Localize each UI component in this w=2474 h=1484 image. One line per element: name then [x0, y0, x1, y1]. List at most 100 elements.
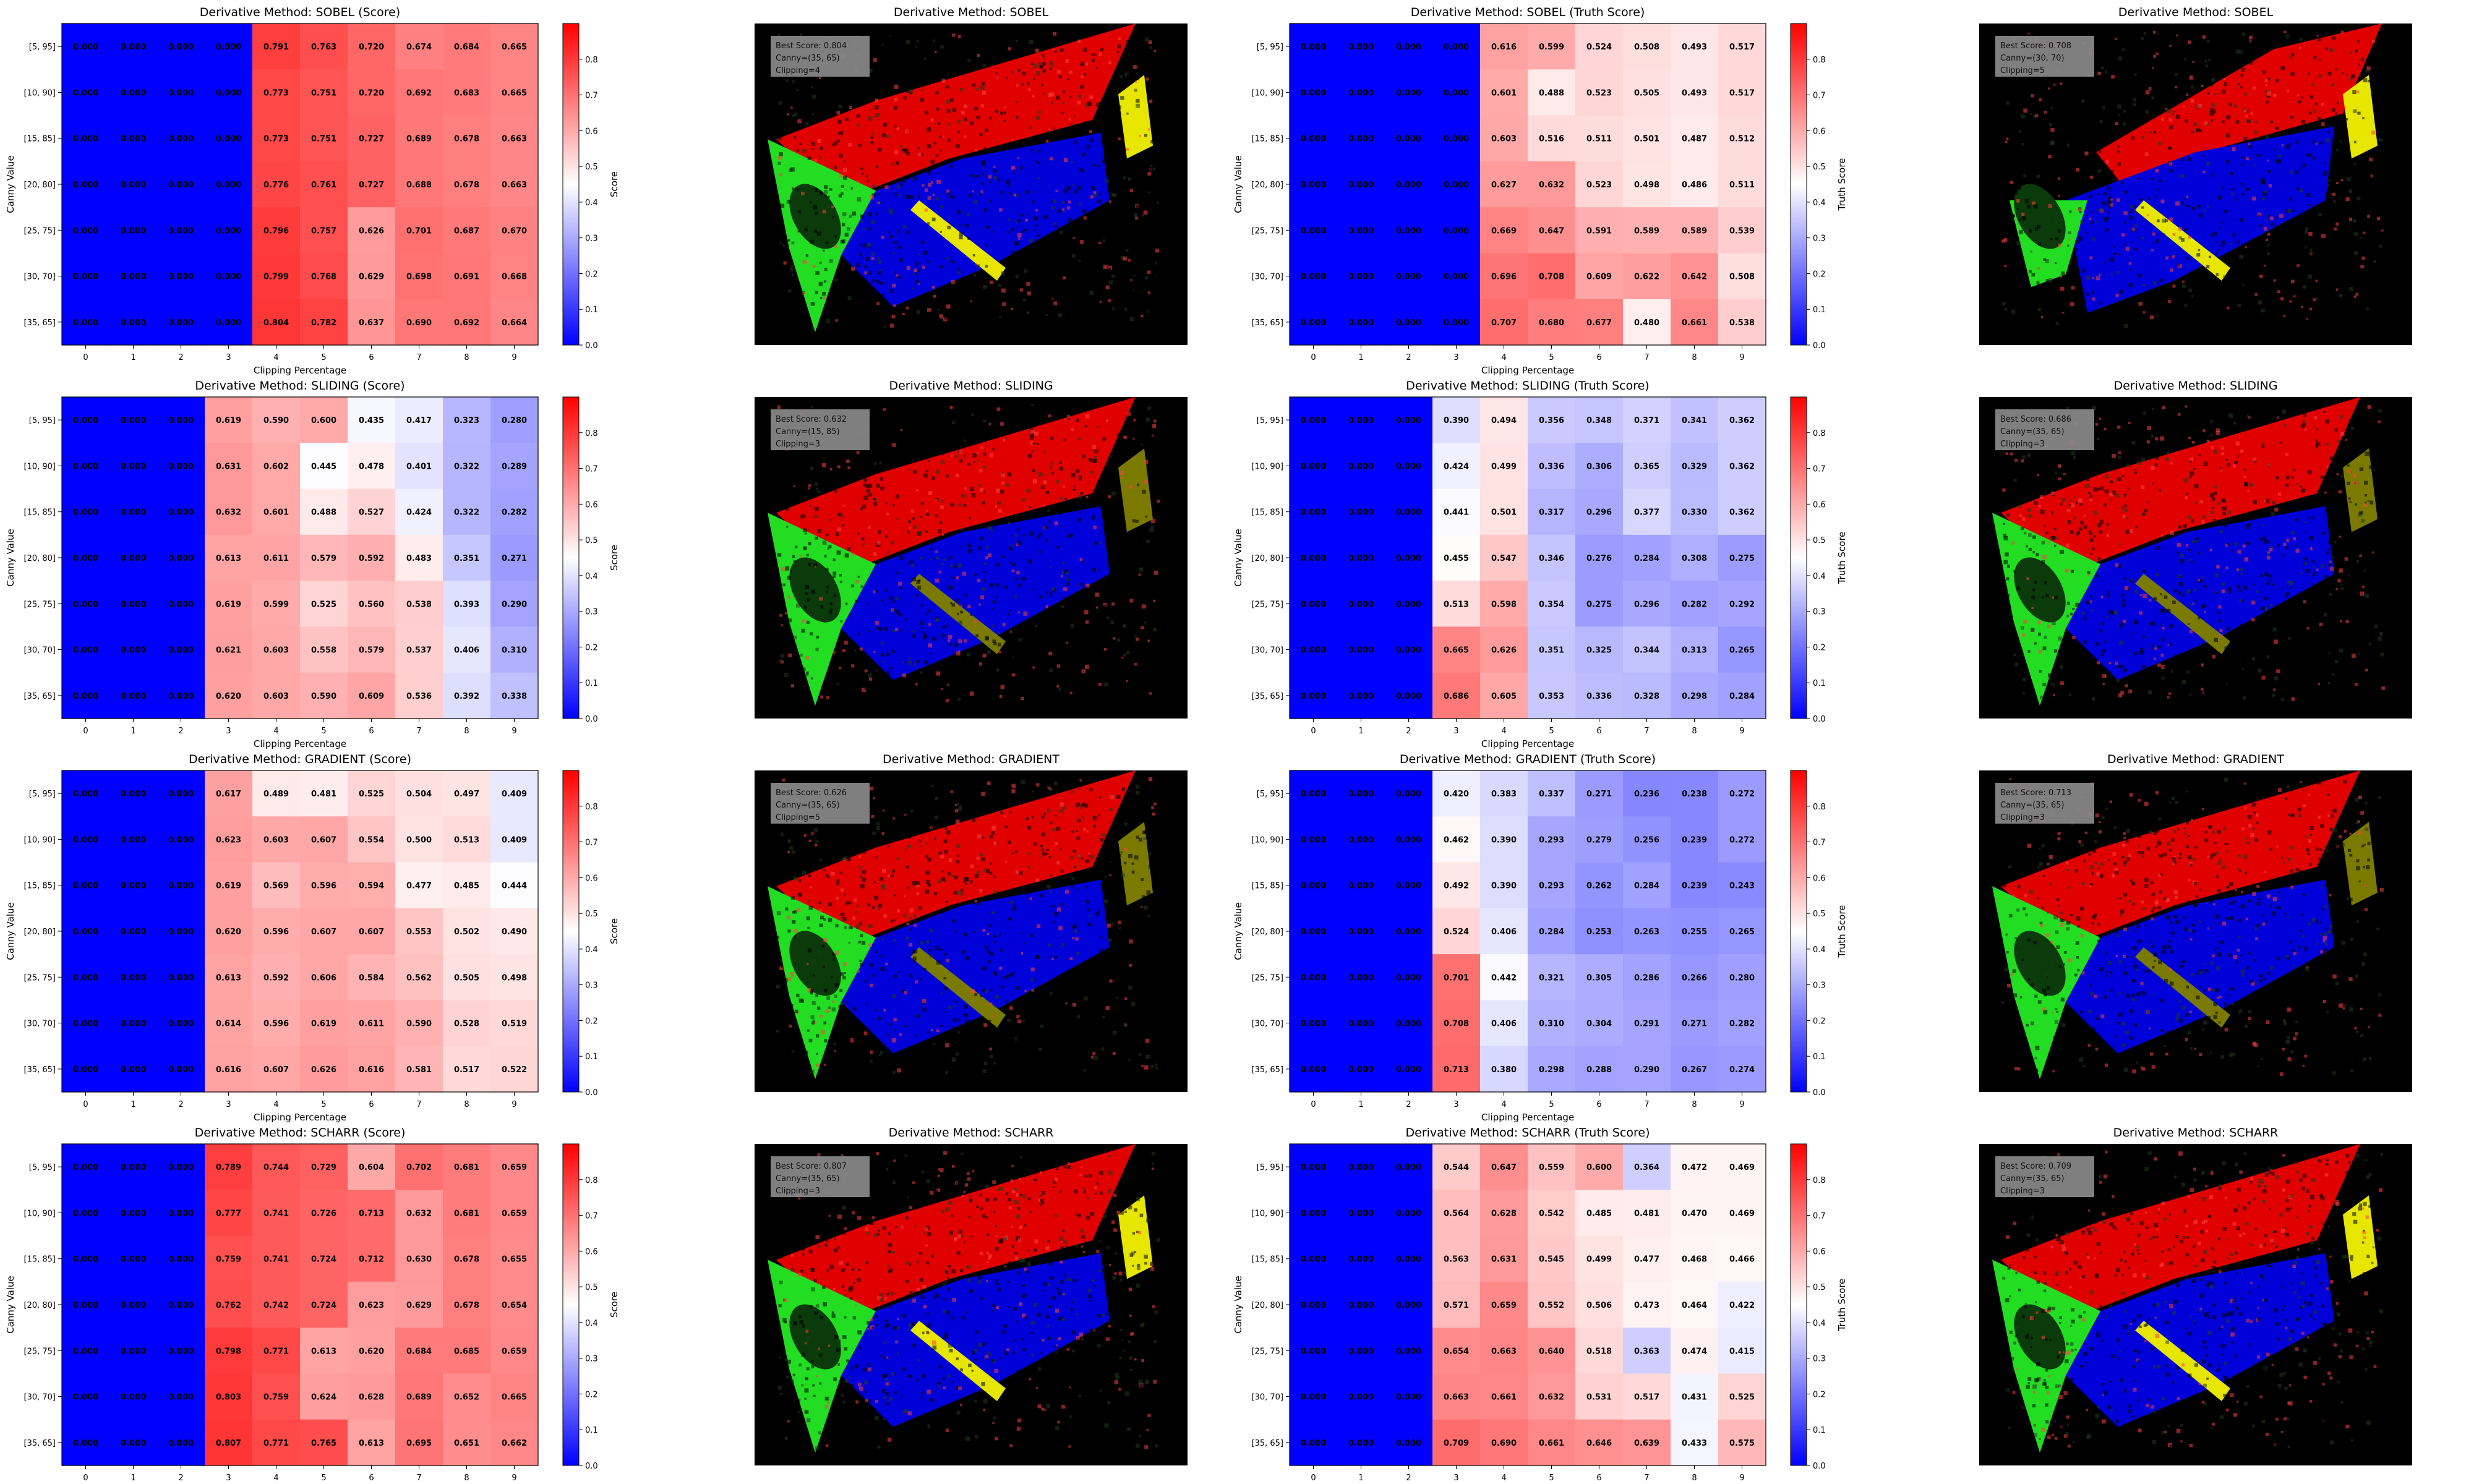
cell-value-label: 0.525: [311, 600, 336, 609]
heatmap-cell: [1528, 253, 1576, 300]
texture-speckle: [1070, 648, 1072, 650]
texture-speckle: [2063, 473, 2066, 475]
texture-speckle: [2157, 33, 2159, 35]
texture-speckle: [2126, 66, 2129, 69]
texture-speckle: [2210, 233, 2214, 237]
heatmap-cell: [1718, 23, 1766, 70]
cell-value-label: 0.317: [1539, 508, 1564, 518]
texture-speckle: [2361, 586, 2365, 589]
texture-speckle: [1129, 317, 1134, 322]
texture-speckle: [1148, 465, 1152, 469]
texture-speckle: [974, 411, 978, 414]
texture-speckle: [1132, 644, 1136, 647]
texture-speckle: [977, 459, 979, 462]
texture-speckle: [2349, 501, 2352, 503]
texture-speckle: [2253, 458, 2257, 462]
texture-speckle: [935, 816, 939, 820]
y-tick-label: [25, 75]: [24, 973, 56, 983]
texture-speckle: [891, 608, 894, 612]
texture-speckle: [794, 190, 797, 194]
cell-value-label: 0.680: [1539, 318, 1564, 328]
texture-speckle: [964, 420, 968, 424]
texture-speckle: [837, 527, 841, 532]
texture-speckle: [2046, 135, 2050, 139]
cell-value-label: 0.000: [121, 973, 146, 983]
texture-speckle: [2371, 588, 2374, 592]
texture-speckle: [924, 660, 928, 664]
texture-speckle: [2053, 649, 2058, 653]
texture-speckle: [2370, 199, 2374, 203]
texture-speckle: [2347, 481, 2350, 485]
texture-speckle: [963, 454, 967, 458]
heatmap-cell: [1718, 115, 1766, 162]
texture-speckle: [1012, 169, 1015, 171]
texture-speckle: [778, 79, 782, 83]
texture-speckle: [1080, 85, 1084, 89]
texture-speckle: [980, 85, 985, 90]
texture-speckle: [1128, 485, 1132, 489]
texture-speckle: [922, 265, 925, 269]
texture-speckle: [1108, 808, 1113, 812]
texture-speckle: [1079, 475, 1082, 478]
texture-speckle: [967, 605, 971, 608]
texture-speckle: [979, 487, 984, 492]
texture-speckle: [2024, 228, 2029, 233]
texture-speckle: [2218, 605, 2222, 609]
texture-speckle: [2092, 276, 2094, 279]
heatmap-cell: [443, 115, 491, 162]
texture-speckle: [2320, 475, 2324, 479]
cell-value-label: 0.000: [73, 790, 98, 799]
texture-speckle: [995, 995, 999, 999]
texture-speckle: [2372, 618, 2374, 621]
texture-speckle: [1033, 228, 1035, 231]
texture-speckle: [2367, 443, 2369, 446]
y-tick-label: [15, 85]: [1252, 135, 1284, 144]
texture-speckle: [941, 79, 946, 83]
texture-speckle: [960, 610, 963, 614]
texture-speckle: [2124, 190, 2128, 194]
texture-speckle: [2032, 130, 2035, 132]
cell-value-label: 0.616: [1491, 43, 1517, 52]
texture-speckle: [838, 194, 842, 198]
texture-speckle: [792, 115, 795, 117]
texture-speckle: [1066, 571, 1069, 574]
texture-speckle: [903, 176, 905, 179]
texture-speckle: [2253, 500, 2257, 505]
cell-value-label: 0.596: [263, 1020, 289, 1029]
heatmap-cell: [395, 299, 443, 346]
texture-speckle: [816, 487, 818, 490]
texture-speckle: [810, 302, 815, 306]
texture-speckle: [1011, 657, 1014, 661]
texture-speckle: [2087, 573, 2090, 576]
cell-value-label: 0.626: [359, 226, 384, 236]
heatmap-cell: [62, 397, 110, 443]
texture-speckle: [2050, 107, 2053, 109]
texture-speckle: [949, 428, 952, 431]
texture-speckle: [2349, 287, 2354, 291]
texture-speckle: [2142, 569, 2146, 573]
cell-value-label: 0.751: [311, 88, 336, 98]
texture-speckle: [2120, 181, 2123, 184]
texture-speckle: [948, 1006, 952, 1010]
heatmap-cell: [1480, 69, 1528, 116]
texture-speckle: [1144, 134, 1147, 137]
texture-speckle: [2311, 560, 2315, 563]
texture-speckle: [2017, 96, 2021, 101]
cell-value-label: 0.589: [1634, 226, 1659, 236]
texture-speckle: [2129, 529, 2133, 533]
texture-speckle: [2241, 192, 2245, 196]
texture-speckle: [2188, 548, 2191, 552]
texture-speckle: [863, 244, 867, 248]
texture-speckle: [1099, 777, 1102, 780]
texture-speckle: [880, 477, 883, 481]
texture-speckle: [840, 888, 844, 892]
texture-speckle: [1053, 222, 1057, 226]
cell-value-label: 0.773: [263, 88, 289, 98]
heatmap-cell: [1480, 672, 1528, 719]
texture-speckle: [2124, 455, 2128, 459]
heatmap-cell: [1290, 581, 1338, 628]
texture-speckle: [2097, 193, 2100, 196]
texture-speckle: [1152, 168, 1156, 171]
texture-speckle: [2024, 465, 2027, 467]
texture-speckle: [860, 244, 863, 247]
